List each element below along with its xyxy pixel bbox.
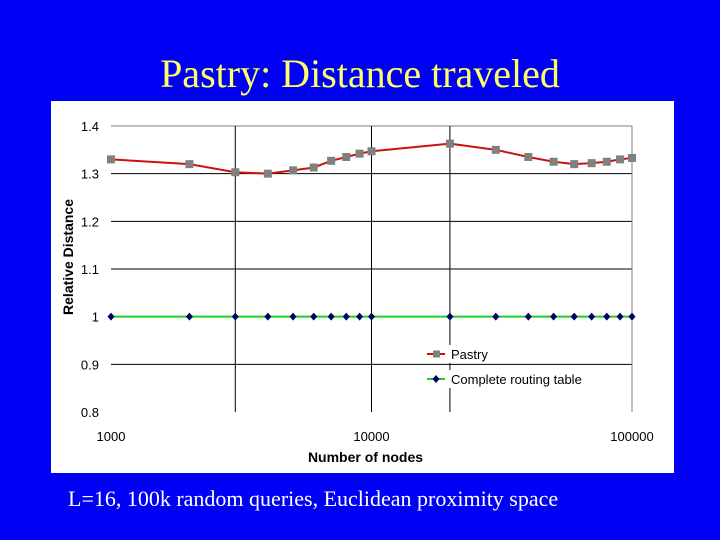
diamond-marker: [185, 312, 193, 321]
square-marker: [231, 168, 240, 177]
chart-panel: 0.8 0.9 1 1.1 1.2 1.3 1.4 1000 10000 100000 Number…: [51, 101, 674, 473]
diamond-marker: [492, 312, 500, 321]
diamond-marker: [356, 312, 364, 321]
legend-bg: [421, 370, 601, 388]
legend-diamond-marker: [432, 375, 440, 383]
diamond-marker: [446, 312, 454, 321]
square-marker: [628, 153, 636, 162]
diamond-marker: [342, 312, 350, 321]
y-tick-label: 1.2: [81, 214, 99, 229]
square-marker: [355, 149, 364, 158]
diamond-marker: [550, 312, 558, 321]
diamond-marker: [264, 312, 272, 321]
line-chart: 0.8 0.9 1 1.1 1.2 1.3 1.4 1000 10000 100000 Number…: [60, 119, 654, 465]
square-marker: [602, 157, 611, 166]
diamond-marker: [588, 312, 596, 321]
diamond-marker: [570, 312, 578, 321]
diamond-marker: [327, 312, 335, 321]
diamond-marker: [107, 312, 115, 321]
legend-label: Complete routing table: [451, 372, 582, 387]
square-marker: [367, 147, 376, 156]
y-tick-label: 1: [92, 310, 99, 325]
square-marker: [616, 155, 625, 164]
square-marker: [570, 160, 579, 169]
diamond-marker: [603, 312, 611, 321]
diamond-marker: [616, 312, 624, 321]
diamond-marker: [310, 312, 318, 321]
diamond-marker: [524, 312, 532, 321]
legend-label: Pastry: [451, 347, 488, 362]
square-marker: [587, 159, 596, 168]
y-axis-label: Relative Distance: [60, 199, 76, 315]
x-tick-label: 100000: [610, 429, 653, 444]
y-tick-label: 1.3: [81, 167, 99, 182]
square-marker: [491, 145, 500, 154]
y-tick-label: 1.4: [81, 119, 99, 134]
square-marker: [289, 166, 298, 175]
square-marker: [524, 152, 533, 161]
square-marker: [263, 169, 272, 178]
square-marker: [327, 156, 336, 165]
slide-caption: L=16, 100k random queries, Euclidean pro…: [68, 486, 559, 511]
diamond-marker: [628, 312, 636, 321]
square-marker: [185, 160, 194, 169]
legend-bg: [421, 345, 561, 363]
x-axis-label: Number of nodes: [308, 449, 423, 465]
square-marker: [445, 139, 454, 148]
diamond-marker: [289, 312, 297, 321]
y-tick-label: 0.8: [81, 405, 99, 420]
diamond-marker: [231, 312, 239, 321]
square-marker: [107, 155, 115, 164]
square-marker: [342, 152, 351, 161]
square-marker: [549, 157, 558, 166]
square-marker: [309, 163, 318, 172]
x-tick-label: 1000: [97, 429, 126, 444]
y-tick-label: 1.1: [81, 262, 99, 277]
diamond-marker: [368, 312, 375, 321]
y-tick-label: 0.9: [81, 357, 99, 372]
x-tick-label: 10000: [353, 429, 389, 444]
slide-title: Pastry: Distance traveled: [160, 51, 560, 96]
legend-square-marker: [433, 350, 440, 358]
